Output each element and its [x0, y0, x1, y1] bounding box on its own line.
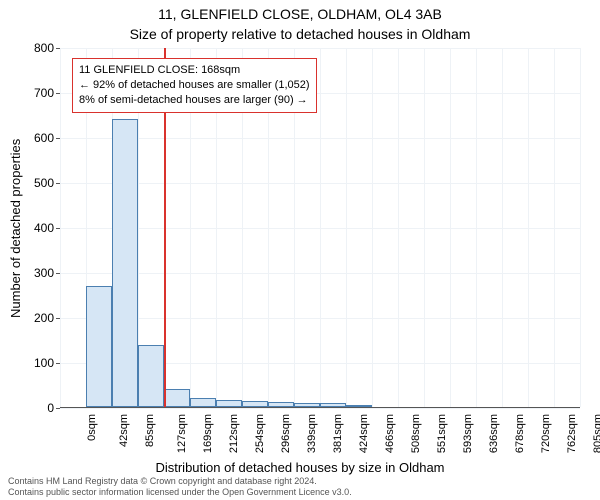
x-tick-label: 254sqm	[254, 414, 266, 453]
vgrid-line	[320, 48, 321, 407]
y-tick-mark	[56, 273, 60, 274]
y-tick-mark	[56, 408, 60, 409]
histogram-bar	[216, 400, 242, 407]
y-tick-label: 0	[4, 401, 54, 415]
annotation-box: 11 GLENFIELD CLOSE: 168sqm← 92% of detac…	[72, 58, 317, 113]
hgrid-line	[60, 408, 580, 409]
y-tick-mark	[56, 138, 60, 139]
chart-subtitle: Size of property relative to detached ho…	[0, 26, 600, 42]
vgrid-line	[476, 48, 477, 407]
chart-title-address: 11, GLENFIELD CLOSE, OLDHAM, OL4 3AB	[0, 6, 600, 22]
x-tick-label: 296sqm	[280, 414, 292, 453]
x-tick-label: 551sqm	[436, 414, 448, 453]
footer-attribution: Contains HM Land Registry data © Crown c…	[8, 476, 352, 498]
vgrid-line	[580, 48, 581, 407]
x-tick-label: 169sqm	[202, 414, 214, 453]
vgrid-line	[502, 48, 503, 407]
vgrid-line	[398, 48, 399, 407]
histogram-bar	[86, 286, 112, 408]
y-tick-mark	[56, 228, 60, 229]
y-tick-label: 500	[4, 176, 54, 190]
histogram-bar	[294, 403, 320, 408]
x-tick-label: 678sqm	[514, 414, 526, 453]
x-tick-label: 720sqm	[540, 414, 552, 453]
x-tick-label: 508sqm	[410, 414, 422, 453]
x-axis-label: Distribution of detached houses by size …	[0, 460, 600, 475]
x-tick-label: 212sqm	[228, 414, 240, 453]
footer-line-2: Contains public sector information licen…	[8, 487, 352, 498]
x-tick-label: 805sqm	[592, 414, 600, 453]
x-tick-label: 593sqm	[462, 414, 474, 453]
x-tick-label: 42sqm	[118, 414, 130, 447]
y-tick-mark	[56, 48, 60, 49]
vgrid-line	[528, 48, 529, 407]
y-tick-label: 700	[4, 86, 54, 100]
y-tick-label: 400	[4, 221, 54, 235]
annotation-line-0: 11 GLENFIELD CLOSE: 168sqm	[79, 63, 310, 78]
y-tick-label: 100	[4, 356, 54, 370]
vgrid-line	[346, 48, 347, 407]
histogram-bar	[268, 402, 294, 407]
annotation-line-1: ← 92% of detached houses are smaller (1,…	[79, 78, 310, 93]
vgrid-line	[60, 48, 61, 407]
x-tick-label: 381sqm	[332, 414, 344, 453]
x-tick-label: 0sqm	[86, 414, 98, 441]
x-tick-label: 636sqm	[488, 414, 500, 453]
x-tick-label: 762sqm	[566, 414, 578, 453]
footer-line-1: Contains HM Land Registry data © Crown c…	[8, 476, 352, 487]
histogram-bar	[190, 398, 216, 407]
vgrid-line	[424, 48, 425, 407]
annotation-line-2: 8% of semi-detached houses are larger (9…	[79, 93, 310, 108]
histogram-bar	[164, 389, 190, 407]
x-tick-label: 466sqm	[384, 414, 396, 453]
y-tick-label: 300	[4, 266, 54, 280]
y-tick-mark	[56, 183, 60, 184]
histogram-bar	[320, 403, 346, 407]
histogram-bar	[112, 119, 138, 407]
vgrid-line	[450, 48, 451, 407]
histogram-bar	[242, 401, 268, 407]
x-tick-label: 424sqm	[358, 414, 370, 453]
y-tick-label: 600	[4, 131, 54, 145]
histogram-bar	[138, 345, 164, 407]
y-tick-label: 200	[4, 311, 54, 325]
y-tick-mark	[56, 318, 60, 319]
y-tick-label: 800	[4, 41, 54, 55]
x-tick-label: 339sqm	[306, 414, 318, 453]
x-tick-label: 85sqm	[144, 414, 156, 447]
y-tick-mark	[56, 363, 60, 364]
y-tick-mark	[56, 93, 60, 94]
vgrid-line	[554, 48, 555, 407]
vgrid-line	[372, 48, 373, 407]
histogram-bar	[346, 405, 372, 407]
x-tick-label: 127sqm	[176, 414, 188, 453]
